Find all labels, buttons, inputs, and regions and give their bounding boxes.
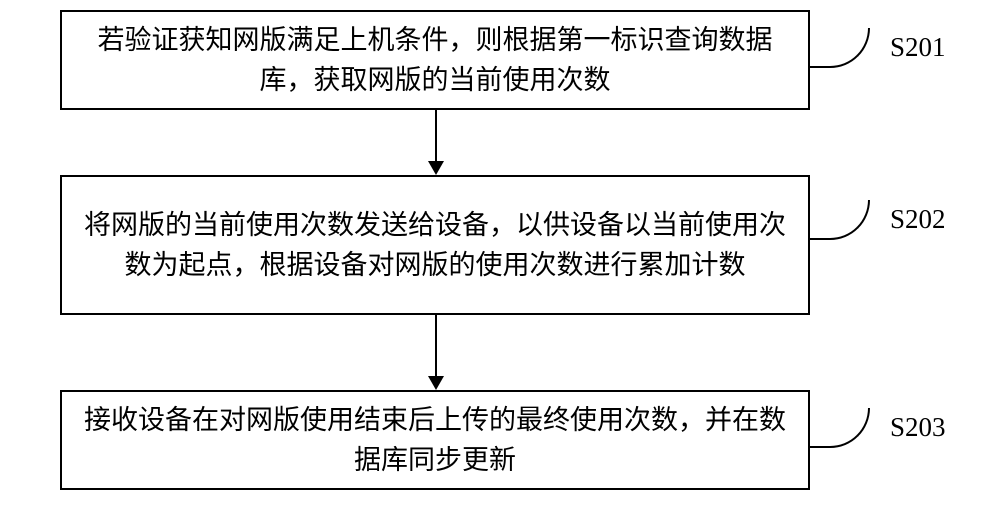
arrow-line-1 [435, 110, 437, 161]
arrow-2 [435, 315, 437, 390]
flowchart-container: 若验证获知网版满足上机条件，则根据第一标识查询数据库，获取网版的当前使用次数 S… [0, 0, 1000, 519]
step-box-1: 若验证获知网版满足上机条件，则根据第一标识查询数据库，获取网版的当前使用次数 [60, 10, 810, 110]
step-label-3: S203 [890, 412, 946, 443]
arrow-1 [435, 110, 437, 175]
step-label-1: S201 [890, 32, 946, 63]
arrow-line-2 [435, 315, 437, 376]
arrow-head-1 [428, 161, 444, 175]
label-connector-1 [810, 28, 870, 68]
step-text-3: 接收设备在对网版使用结束后上传的最终使用次数，并在数据库同步更新 [82, 400, 788, 481]
label-connector-2 [810, 200, 870, 240]
step-text-1: 若验证获知网版满足上机条件，则根据第一标识查询数据库，获取网版的当前使用次数 [82, 20, 788, 101]
step-text-2: 将网版的当前使用次数发送给设备，以供设备以当前使用次数为起点，根据设备对网版的使… [82, 205, 788, 286]
label-connector-3 [810, 408, 870, 448]
arrow-head-2 [428, 376, 444, 390]
step-box-2: 将网版的当前使用次数发送给设备，以供设备以当前使用次数为起点，根据设备对网版的使… [60, 175, 810, 315]
step-box-3: 接收设备在对网版使用结束后上传的最终使用次数，并在数据库同步更新 [60, 390, 810, 490]
step-label-2: S202 [890, 204, 946, 235]
